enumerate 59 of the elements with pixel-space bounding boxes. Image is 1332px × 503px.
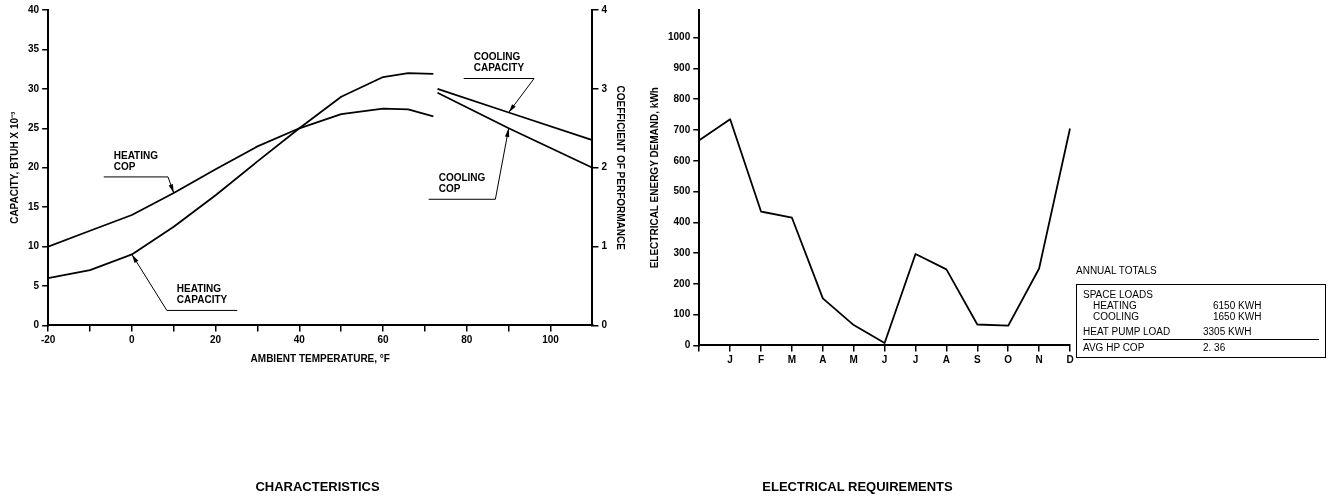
y-axis-title: ELECTRICAL ENERGY DEMAND, kWh [648,87,660,269]
x-tick-label: 0 [129,334,136,346]
y-tick-label: 900 [673,62,691,74]
y-tick-label: 20 [28,161,40,173]
y-tick-label: 700 [673,123,691,135]
text: COOLING 1650 KWH [1093,311,1262,322]
x-tick-label: D [1066,354,1074,366]
x-tick-label: F [757,354,765,366]
y-tick-label: 35 [28,43,40,55]
x-tick-label: M [849,354,858,366]
y-tick-label: 30 [28,82,40,94]
text: COOLING COP [438,172,486,195]
x-tick-label: J [912,354,919,366]
y-tick-label: 10 [28,240,40,252]
text: HEATING CAPACITY [176,283,228,306]
y2-axis-title: COEFFICIENT OF PERFORMANCE [615,85,627,251]
x-tick-label: A [819,354,827,366]
y-tick-label: 400 [673,216,691,228]
y-axis-title: CAPACITY, BTUH X 10⁻³ [8,110,20,224]
x-tick-label: A [942,354,951,366]
x-tick-label: J [727,354,733,366]
x-tick-label: 80 [461,334,473,346]
x-tick-label: 40 [293,334,306,346]
x-tick-label: M [787,354,797,366]
text: COOLING CAPACITY [473,51,525,74]
text: HEATING 6150 KWH [1093,300,1262,311]
text: HEATING COP [113,149,159,172]
y2-tick-label: 0 [601,319,608,331]
x-tick-label: -20 [40,334,56,346]
y-tick-label: 0 [33,319,40,331]
text: AVG HP COP 2. 36 [1083,342,1226,353]
y-tick-label: 15 [28,200,40,212]
x-tick-label: N [1035,354,1043,366]
y2-tick-label: 1 [601,240,608,252]
y-tick-label: 5 [33,279,40,291]
x-tick-label: S [973,354,981,366]
y-tick-label: 100 [673,308,691,320]
text: SPACE LOADS [1083,289,1154,300]
x-tick-label: 60 [377,334,390,346]
y-tick-label: 25 [28,122,40,134]
x-axis-title: AMBIENT TEMPERATURE, °F [250,353,390,365]
text: HEAT PUMP LOAD 3305 KWH [1083,326,1252,337]
y-tick-label: 600 [673,154,691,166]
text: CHARACTERISTICS [255,478,380,494]
x-tick-label: J [881,354,888,366]
y-tick-label: 800 [673,92,691,104]
x-tick-label: O [1004,354,1013,366]
text: ELECTRICAL REQUIREMENTS [762,478,954,494]
x-tick-label: 20 [210,334,222,346]
x-tick-label: 100 [542,334,560,346]
y2-tick-label: 4 [601,3,608,15]
text: ANNUAL TOTALS [1076,265,1158,276]
y-tick-label: 1000 [668,31,691,43]
y-tick-label: 300 [673,246,691,258]
y-tick-label: 500 [673,185,691,197]
y2-tick-label: 2 [601,161,608,173]
y-tick-label: 40 [28,3,40,15]
y-tick-label: 200 [673,277,691,289]
y2-tick-label: 3 [601,82,608,94]
